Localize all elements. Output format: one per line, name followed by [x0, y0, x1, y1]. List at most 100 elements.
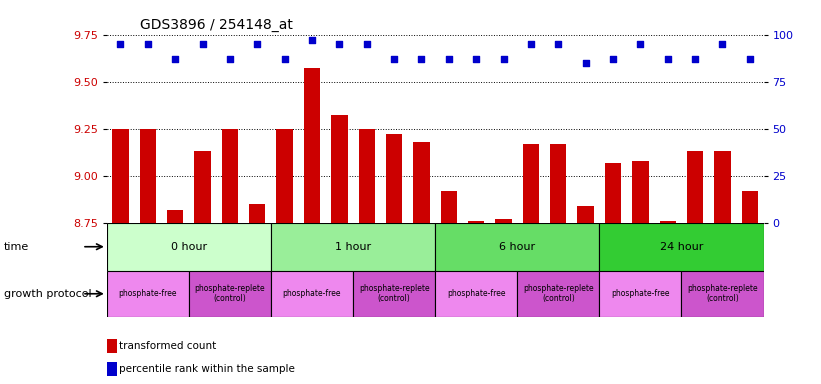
Text: GSM618338: GSM618338 [719, 224, 726, 268]
Bar [216, 223, 244, 271]
Bar [189, 223, 216, 271]
Point [223, 56, 236, 62]
Bar [523, 144, 539, 223]
Bar [517, 271, 599, 317]
Point [716, 41, 729, 47]
Bar [654, 223, 681, 271]
Point [525, 41, 538, 47]
Bar [386, 134, 402, 223]
Bar [331, 116, 347, 223]
Bar [222, 129, 238, 223]
Bar [271, 223, 298, 271]
Point [360, 41, 374, 47]
Text: GSM618343: GSM618343 [337, 224, 342, 268]
Bar [517, 223, 544, 271]
Bar [577, 206, 594, 223]
Bar [271, 271, 353, 317]
Bar [413, 142, 429, 223]
Point [196, 41, 209, 47]
Text: GDS3896 / 254148_at: GDS3896 / 254148_at [140, 18, 292, 32]
Bar [681, 223, 709, 271]
Text: phosphate-replete
(control): phosphate-replete (control) [687, 284, 758, 303]
Bar [490, 223, 517, 271]
Point [114, 41, 127, 47]
Point [497, 56, 510, 62]
Bar [107, 271, 189, 317]
Bar [167, 210, 183, 223]
Point [305, 37, 319, 43]
Bar [249, 204, 265, 223]
Point [333, 41, 346, 47]
Bar [681, 271, 764, 317]
Text: GSM618327: GSM618327 [282, 224, 287, 268]
Text: GSM618328: GSM618328 [528, 224, 534, 268]
Text: phosphate-free: phosphate-free [611, 289, 670, 298]
Text: GSM618337: GSM618337 [473, 224, 479, 268]
Point [607, 56, 620, 62]
Text: GSM618346: GSM618346 [747, 224, 753, 268]
Text: phosphate-replete
(control): phosphate-replete (control) [359, 284, 429, 303]
Text: GSM618332: GSM618332 [227, 224, 233, 268]
Text: GSM618331: GSM618331 [610, 224, 616, 268]
Text: 24 hour: 24 hour [660, 242, 703, 252]
Bar [107, 223, 134, 271]
Text: GSM618333: GSM618333 [144, 224, 151, 268]
Bar [326, 223, 353, 271]
Point [634, 41, 647, 47]
Point [743, 56, 756, 62]
Bar [709, 223, 736, 271]
Text: GSM618329: GSM618329 [446, 224, 452, 268]
Point [278, 56, 291, 62]
Bar [599, 223, 764, 271]
Bar [659, 221, 676, 223]
Bar [495, 219, 511, 223]
Text: GSM618340: GSM618340 [255, 224, 260, 268]
Point [579, 60, 592, 66]
Point [141, 41, 154, 47]
Text: GSM618347: GSM618347 [665, 224, 671, 268]
Point [443, 56, 456, 62]
Text: GSM618341: GSM618341 [172, 224, 178, 268]
Text: 1 hour: 1 hour [335, 242, 371, 252]
Bar [687, 151, 704, 223]
Bar [244, 223, 271, 271]
Text: phosphate-replete
(control): phosphate-replete (control) [523, 284, 594, 303]
Text: GSM618339: GSM618339 [637, 224, 644, 268]
Point [552, 41, 565, 47]
Bar [626, 223, 654, 271]
Bar [140, 129, 156, 223]
Bar [599, 271, 681, 317]
Point [388, 56, 401, 62]
Bar [468, 221, 484, 223]
Bar [353, 271, 435, 317]
Text: phosphate-replete
(control): phosphate-replete (control) [195, 284, 265, 303]
Point [470, 56, 483, 62]
Text: GSM618326: GSM618326 [364, 224, 369, 268]
Bar [134, 223, 162, 271]
Bar [736, 223, 764, 271]
Text: phosphate-free: phosphate-free [447, 289, 506, 298]
Bar [380, 223, 408, 271]
Text: GSM618334: GSM618334 [391, 224, 397, 268]
Text: 6 hour: 6 hour [499, 242, 535, 252]
Bar [435, 223, 599, 271]
Text: GSM618335: GSM618335 [309, 224, 315, 268]
Bar [435, 271, 517, 317]
Bar [353, 223, 380, 271]
Bar [304, 68, 320, 223]
Bar [714, 151, 731, 223]
Bar [599, 223, 626, 271]
Bar [741, 191, 758, 223]
Text: GSM618324: GSM618324 [200, 224, 205, 268]
Text: transformed count: transformed count [119, 341, 216, 351]
Text: percentile rank within the sample: percentile rank within the sample [119, 364, 295, 374]
Bar [195, 151, 211, 223]
Bar [605, 162, 621, 223]
Bar [271, 223, 435, 271]
Text: time: time [4, 242, 30, 252]
Text: GSM618325: GSM618325 [117, 224, 123, 268]
Text: GSM618336: GSM618336 [555, 224, 562, 268]
Bar [408, 223, 435, 271]
Bar [550, 144, 566, 223]
Bar [298, 223, 326, 271]
